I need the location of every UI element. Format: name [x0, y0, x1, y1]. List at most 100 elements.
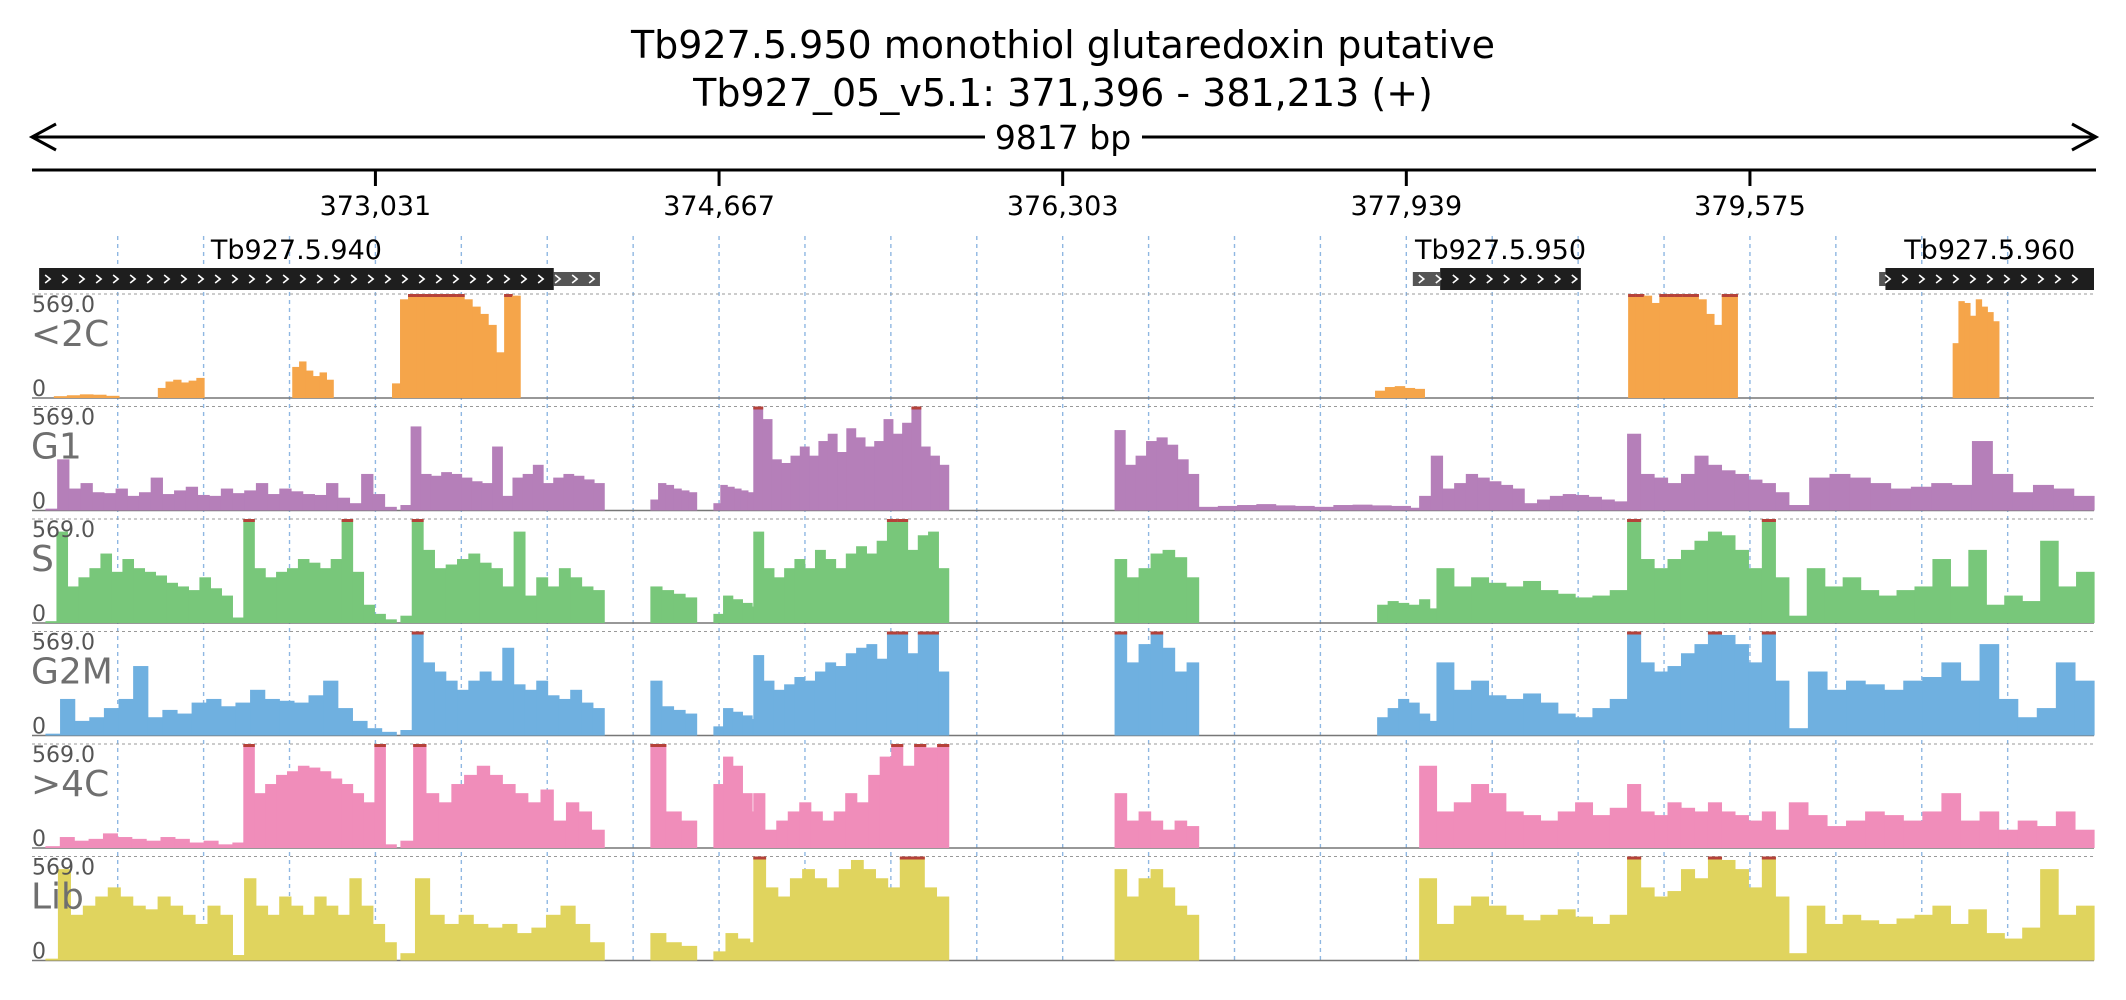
coverage-bar-5-1-9: [337, 914, 351, 961]
coverage-bar-1-1-7: [471, 481, 483, 511]
coverage-bar-3-1-5: [457, 689, 469, 736]
coverage-bar-5-8-6: [1707, 856, 1723, 961]
coverage-bar-1-6-7: [1333, 505, 1354, 511]
coverage-bar-2-3-0: [650, 586, 663, 623]
coverage-bar-3-8-6: [1707, 631, 1723, 736]
coverage-bar-2-5-10: [856, 546, 867, 623]
coverage-bar-2-6-1: [1126, 577, 1140, 623]
coverage-bar-1-3-3: [734, 488, 742, 511]
coverage-bar-3-8-8: [1734, 644, 1749, 736]
coverage-bar-4-8-11: [1775, 829, 1790, 848]
gene-body-1: [1440, 268, 1581, 290]
clipped-peak-mark-3-4-16: [917, 631, 929, 635]
clipped-peak-mark-3-1-1: [411, 631, 424, 635]
coverage-bar-3-9-14: [2055, 662, 2076, 736]
coverage-bar-4-1-11: [352, 793, 365, 848]
coverage-bar-4-8-3: [1667, 802, 1682, 848]
coverage-bar-5-9-4: [1860, 920, 1880, 961]
coverage-bar-5-5-6: [826, 887, 840, 961]
coverage-bar-4-9-15: [2074, 829, 2095, 848]
coverage-bar-1-8-2: [1549, 495, 1564, 511]
coverage-bar-1-4-9: [837, 452, 847, 511]
coverage-bar-2-5-13: [886, 519, 898, 623]
coverage-bar-3-0-16: [279, 700, 295, 736]
gene-0: Tb927.5.940: [39, 235, 600, 290]
coverage-bar-4-0-5: [117, 837, 133, 848]
coverage-bar-1-10-12: [2032, 484, 2054, 511]
coverage-bar-5-9-7: [1914, 914, 1934, 961]
track-2: 569.0 0 S: [31, 518, 2095, 627]
chevron-right-icon-2-8: [2020, 274, 2028, 284]
coverage-bar-3-5-3: [1150, 631, 1164, 736]
chevron-right-icon-0-12: [248, 274, 256, 284]
coverage-bar-0-4-2: [1394, 386, 1406, 398]
coverage-bar-5-4-1: [725, 933, 739, 961]
chevron-right-icon-2-10: [2054, 274, 2062, 284]
coverage-bar-3-1-17: [592, 708, 605, 736]
chevron-right-icon-2-0: [1884, 274, 1892, 284]
coverage-bar-1-0-22: [302, 494, 315, 511]
coverage-bar-1-0-7: [127, 495, 140, 511]
coverage-bar-4-0-10: [189, 842, 205, 848]
coverage-bar-0-0-4: [105, 395, 120, 398]
chevron-right-icon-2-1: [1901, 274, 1909, 284]
coverage-bar-3-8-3: [1667, 666, 1682, 736]
coverage-bar-0-5-7: [1682, 294, 1692, 398]
coverage-bar-4-5-10: [868, 774, 881, 848]
coverage-bar-4-9-7: [1922, 811, 1943, 848]
clipped-peak-mark-4-1-1: [243, 744, 255, 747]
coverage-bar-1-2-2: [665, 484, 675, 511]
coverage-bar-1-4-0: [753, 406, 764, 511]
chevron-right-icon-2-2: [1918, 274, 1926, 284]
chevron-right-icon-2-3: [1935, 274, 1943, 284]
coverage-bar-1-0-24: [326, 483, 339, 511]
coverage-bar-4-9-12: [2017, 820, 2038, 848]
coverage-bar-0-3-5: [432, 294, 441, 398]
chevron-right-icon-0-28: [520, 274, 528, 284]
coverage-bar-2-5-16: [917, 535, 929, 623]
chevron-right-icon-0-1: [61, 274, 69, 284]
coverage-bar-5-7-10: [1592, 923, 1611, 961]
coverage-bar-4-1-10: [341, 784, 354, 848]
coverage-bar-2-6-2: [1138, 568, 1152, 623]
coverage-bar-5-0-7: [132, 905, 146, 961]
coverage-bar-3-5-6: [1186, 662, 1200, 736]
coverage-bar-4-9-5: [1884, 815, 1904, 848]
coverage-bar-1-5-6: [1177, 459, 1189, 511]
coverage-bar-4-5-13: [902, 765, 915, 848]
chevron-right-icon-2-11: [2071, 274, 2079, 284]
coverage-bar-3-9-9: [1960, 680, 1981, 736]
coverage-bar-0-6-2: [1964, 302, 1971, 398]
clipped-peak-mark-0-5-12: [1721, 294, 1731, 297]
coverage-bar-1-0-18: [255, 483, 269, 511]
coverage-bar-3-0-3: [89, 717, 105, 736]
clipped-peak-mark-0-5-13: [1729, 294, 1738, 297]
chevron-right-icon-0-10: [214, 274, 222, 284]
chevron-right-icon-2-7: [2003, 274, 2011, 284]
coverage-bar-4-6-4: [1162, 829, 1176, 848]
coverage-bar-3-4-11: [866, 644, 878, 736]
coverage-bar-5-2-10: [545, 914, 562, 961]
coverage-bar-1-10-13: [2053, 488, 2075, 511]
coverage-bar-3-0-23: [381, 731, 397, 736]
coverage-bar-5-7-1: [1436, 923, 1455, 961]
x-tick-label-3: 377,939: [1350, 191, 1462, 222]
coverage-bar-4-7-10: [1592, 815, 1611, 848]
coverage-bar-3-7-7: [1540, 702, 1559, 736]
coverage-bar-0-4-0: [1375, 390, 1386, 398]
chevron-right-icon-0-13: [265, 274, 273, 284]
coverage-bar-1-10-5: [1890, 488, 1912, 511]
coverage-bar-2-5-6: [814, 549, 826, 623]
coverage-bar-3-6-2: [1398, 698, 1410, 736]
clipped-peak-mark-5-8-6: [1707, 856, 1723, 860]
coverage-bar-2-2-4: [445, 564, 458, 623]
coverage-bar-1-6-2: [1237, 505, 1257, 511]
coverage-bar-5-8-5: [1694, 878, 1709, 961]
coverage-bar-4-4-3: [742, 793, 753, 848]
coverage-bar-1-3-0: [713, 503, 721, 511]
coverage-bar-4-5-12: [891, 744, 904, 848]
coverage-bar-5-1-0: [232, 955, 245, 961]
coverage-bar-1-0-23: [314, 494, 327, 511]
coverage-bar-5-2-7: [502, 923, 518, 961]
coverage-bar-2-0-0: [45, 621, 58, 623]
